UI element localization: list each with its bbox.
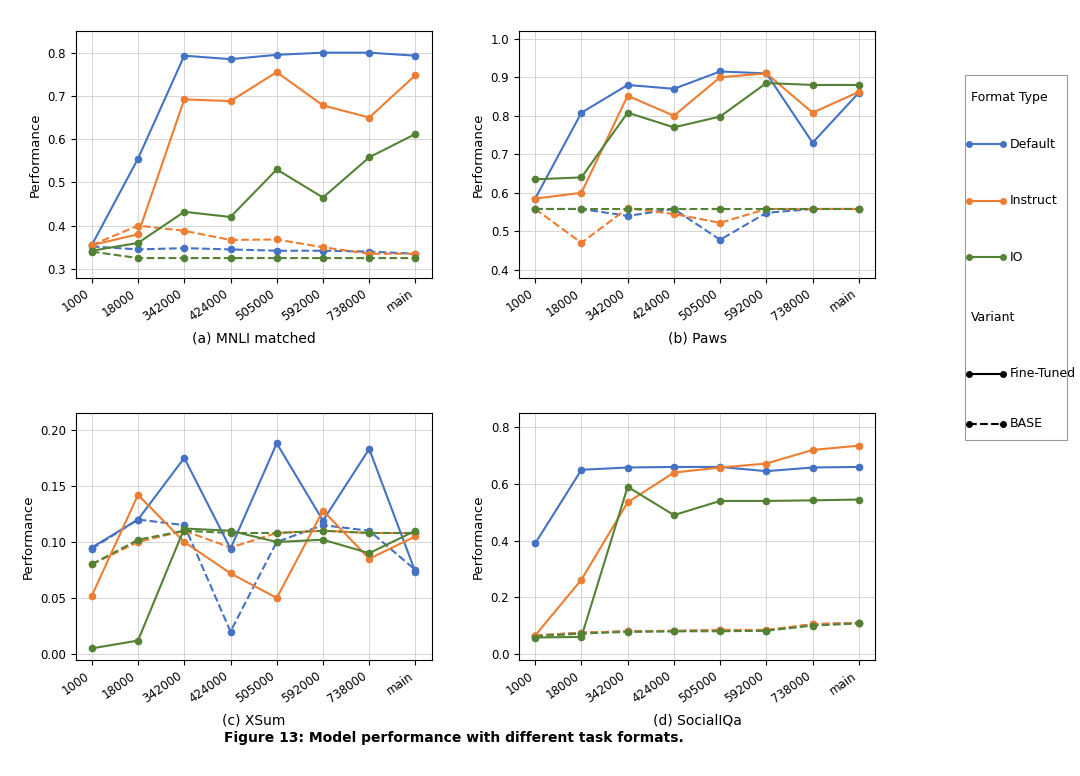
FancyBboxPatch shape	[964, 75, 1067, 439]
Text: (b) Paws: (b) Paws	[667, 332, 727, 346]
Text: Default: Default	[1010, 137, 1055, 151]
Text: (c) XSum: (c) XSum	[221, 714, 285, 728]
Text: (d) SocialIQa: (d) SocialIQa	[652, 714, 742, 728]
Y-axis label: Performance: Performance	[472, 494, 485, 579]
Text: IO: IO	[1010, 251, 1023, 264]
Text: Figure 13: Model performance with different task formats.: Figure 13: Model performance with differ…	[224, 731, 684, 745]
Text: Format Type: Format Type	[971, 91, 1048, 104]
Y-axis label: Performance: Performance	[472, 112, 485, 196]
Text: Fine-Tuned: Fine-Tuned	[1010, 367, 1076, 380]
Text: Instruct: Instruct	[1010, 194, 1057, 207]
Text: BASE: BASE	[1010, 417, 1042, 431]
Text: (a) MNLI matched: (a) MNLI matched	[192, 332, 315, 346]
Y-axis label: Performance: Performance	[22, 494, 35, 579]
Text: Variant: Variant	[971, 310, 1015, 324]
Y-axis label: Performance: Performance	[29, 112, 42, 196]
